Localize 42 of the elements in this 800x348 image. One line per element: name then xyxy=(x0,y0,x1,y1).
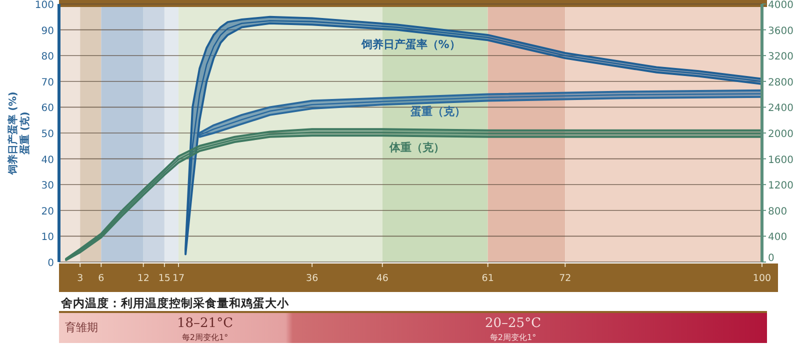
y-tick-label: 70 xyxy=(41,77,54,88)
x-tick-label: 36 xyxy=(306,273,318,284)
series-label: 蛋重（克） xyxy=(410,104,466,118)
y2-tick-label: 0 xyxy=(768,253,774,264)
y-tick-label: 0 xyxy=(48,258,54,269)
text: 每2周变化1° xyxy=(490,333,536,342)
y-tick-label: 20 xyxy=(41,206,54,218)
series-label: 饲养日产蛋率（%） xyxy=(360,38,460,51)
text: 每2周变化1° xyxy=(182,333,228,342)
y2-tick-label: 2800 xyxy=(768,77,794,88)
y-tick-label: 60 xyxy=(41,103,54,114)
x-tick-label: 15 xyxy=(158,273,170,284)
y2-tick-label: 3200 xyxy=(768,52,794,63)
y-tick-label: 10 xyxy=(41,232,54,244)
y-tick-label: 90 xyxy=(41,26,54,37)
text: 18–21°C xyxy=(176,316,234,331)
y2-tick-label: 1600 xyxy=(768,154,794,166)
x-tick-label: 72 xyxy=(559,273,572,284)
x-tick-label: 17 xyxy=(172,273,185,284)
x-tick-label: 46 xyxy=(376,273,388,284)
y-tick-label: 40 xyxy=(41,154,54,166)
text: 育雏期 xyxy=(65,321,98,334)
x-tick-label: 100 xyxy=(752,273,772,284)
y2-tick-label: 1200 xyxy=(768,180,794,192)
series-label: 体重（克） xyxy=(388,141,444,154)
x-tick-label: 12 xyxy=(137,273,150,284)
x-tick-label: 6 xyxy=(98,273,104,284)
text: 舍内温度：利用温度控制采食量和鸡蛋大小 xyxy=(60,296,290,310)
y-tick-label: 80 xyxy=(41,52,54,63)
y2-tick-label: 2400 xyxy=(768,103,794,114)
x-tick-label: 61 xyxy=(482,273,494,284)
y-tick-label: 100 xyxy=(34,0,54,11)
x-tick-label: 3 xyxy=(77,273,84,284)
y-tick-label: 50 xyxy=(41,129,54,140)
y2-tick-label: 4000 xyxy=(768,0,794,11)
y-tick-label: 30 xyxy=(41,180,54,192)
y2-tick-label: 400 xyxy=(768,232,788,244)
y-axis-title: 饲养日产蛋率 (%) 蛋重 (克) xyxy=(7,92,31,176)
y2-tick-label: 800 xyxy=(768,206,788,218)
text: 20–25°C xyxy=(484,316,542,331)
y2-tick-label: 3600 xyxy=(768,26,794,37)
y2-tick-label: 2000 xyxy=(768,129,794,140)
